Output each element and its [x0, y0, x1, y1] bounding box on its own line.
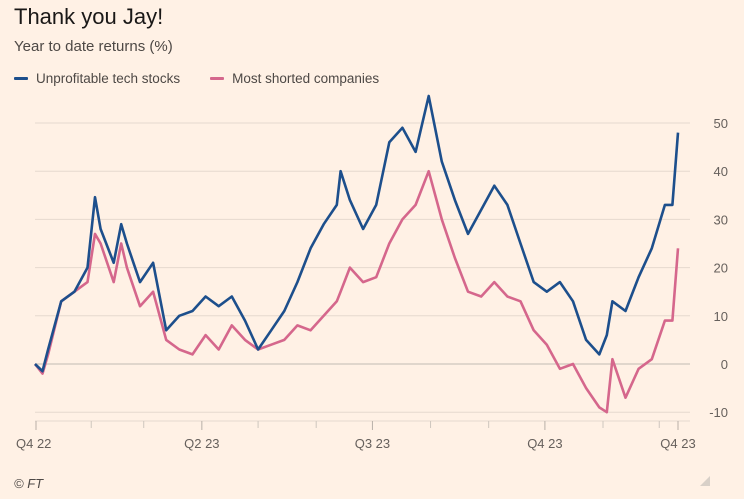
x-tick-label: Q3 23: [355, 436, 390, 451]
y-tick-label: 40: [714, 164, 728, 179]
legend-label: Unprofitable tech stocks: [36, 71, 181, 86]
x-tick-label: Q2 23: [184, 436, 219, 451]
y-tick-label: 0: [721, 357, 728, 372]
legend-swatch-blue: [14, 77, 28, 80]
y-tick-label: 20: [714, 261, 728, 276]
series-line-most-shorted: [33, 169, 680, 414]
legend-item-unprofitable-tech: Unprofitable tech stocks: [14, 71, 180, 86]
chart-subtitle: Year to date returns (%): [14, 38, 173, 55]
y-tick-label: -10: [709, 405, 728, 420]
legend-label: Most shorted companies: [232, 71, 380, 86]
legend-swatch-pink: [210, 77, 225, 80]
legend: Unprofitable tech stocks Most shorted co…: [14, 71, 379, 86]
x-tick-label: Q4 23: [527, 436, 562, 451]
legend-item-most-shorted: Most shorted companies: [210, 71, 379, 86]
y-tick-label: 30: [714, 212, 728, 227]
source-credit: © FT: [14, 476, 44, 491]
chart-title: Thank you Jay!: [14, 4, 164, 29]
y-tick-label: 10: [714, 309, 728, 324]
x-tick-label: Q4 23: [660, 436, 695, 451]
series-line-unprofitable-tech: [34, 94, 680, 373]
corner-resize-icon: [700, 476, 710, 486]
x-tick-label: Q4 22: [16, 436, 51, 451]
y-tick-label: 50: [714, 116, 728, 131]
